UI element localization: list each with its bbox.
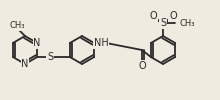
Text: NH: NH <box>94 38 108 48</box>
Text: O: O <box>149 11 157 21</box>
Text: N: N <box>21 59 29 69</box>
Text: S: S <box>160 18 166 28</box>
Text: O: O <box>138 61 146 71</box>
Text: CH₃: CH₃ <box>9 21 25 30</box>
Text: O: O <box>169 11 177 21</box>
Text: N: N <box>33 38 41 48</box>
Text: S: S <box>47 52 53 62</box>
Text: CH₃: CH₃ <box>180 18 196 28</box>
